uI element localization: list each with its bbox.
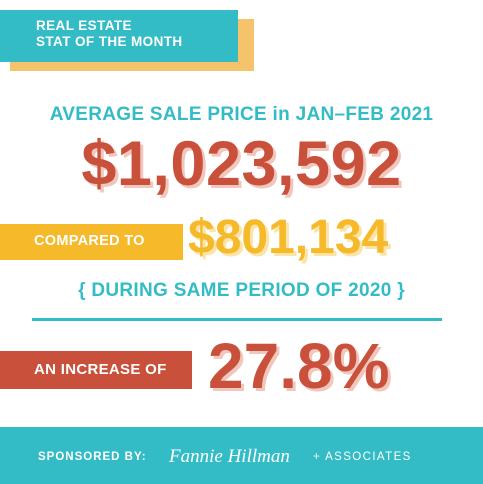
compared-label: COMPARED TO — [34, 233, 145, 249]
increase-bar — [0, 351, 192, 389]
brand-logo: Fannie Hillman — [169, 446, 290, 467]
previous-average-price: $801,134 — [188, 211, 389, 264]
increase-label: AN INCREASE OF — [34, 361, 167, 378]
sponsored-label: SPONSORED BY: — [38, 451, 147, 463]
period-note: { DURING SAME PERIOD OF 2020 } — [78, 280, 405, 301]
header-line-2: STAT OF THE MONTH — [36, 34, 183, 49]
header-line-1: REAL ESTATE — [36, 18, 132, 33]
increase-value: 27.8% — [208, 330, 390, 402]
compared-bar — [0, 224, 183, 260]
headline: AVERAGE SALE PRICE in JAN–FEB 2021 — [49, 104, 434, 125]
current-average-price: $1,023,592 — [81, 129, 402, 199]
footer-band — [0, 427, 483, 484]
brand-suffix: + ASSOCIATES — [313, 451, 412, 463]
divider — [32, 318, 442, 321]
header-tag — [0, 10, 238, 62]
